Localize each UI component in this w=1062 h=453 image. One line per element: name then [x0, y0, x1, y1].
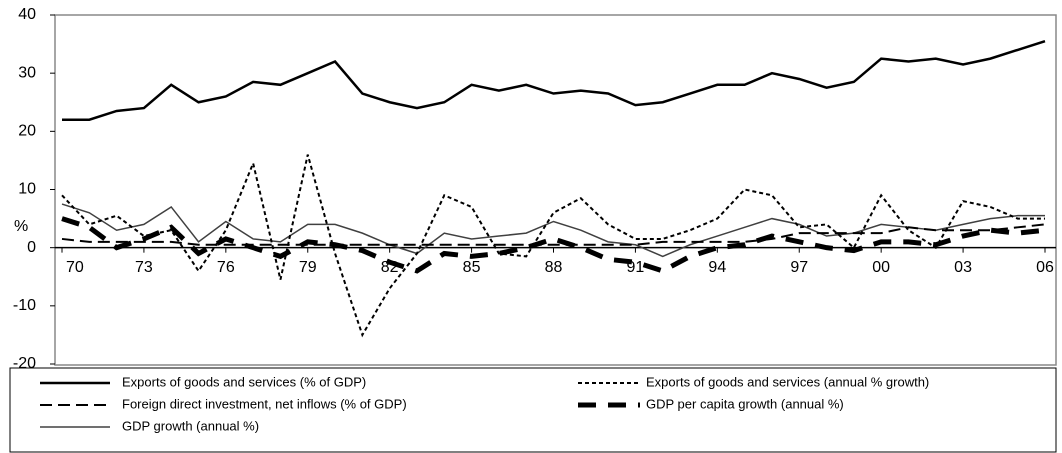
legend-label: Exports of goods and services (annual % … [646, 374, 929, 389]
y-tick-label: 30 [18, 64, 36, 81]
x-tick-label: 73 [135, 259, 153, 276]
y-tick-label: -10 [13, 297, 36, 314]
x-tick-label: 88 [545, 259, 563, 276]
x-tick-label: 70 [66, 259, 84, 276]
series-line [62, 39, 1046, 121]
legend-label: GDP per capita growth (annual %) [646, 396, 844, 411]
series-line [61, 154, 1045, 338]
legend-label: Exports of goods and services (% of GDP) [122, 374, 366, 389]
x-tick-label: 03 [954, 259, 972, 276]
x-tick-label: 00 [872, 259, 890, 276]
x-tick-label: 85 [463, 259, 481, 276]
series-line [61, 203, 1045, 258]
series-line [61, 216, 1046, 274]
y-axis-label: % [14, 218, 28, 235]
series-line [61, 223, 1046, 246]
plot-frame [54, 14, 1057, 366]
legend-frame [9, 367, 1057, 453]
legend-label: GDP growth (annual %) [122, 418, 259, 433]
x-tick-label: 94 [708, 259, 726, 276]
y-tick-label: 40 [18, 6, 36, 23]
y-tick-label: 10 [18, 181, 36, 198]
legend-label: Foreign direct investment, net inflows (… [122, 396, 407, 411]
x-tick-label: 76 [217, 259, 235, 276]
y-tick-label: 20 [18, 123, 36, 140]
y-tick-label: -20 [13, 355, 36, 372]
x-tick-label: 97 [790, 259, 808, 276]
y-tick-label: 0 [27, 239, 36, 256]
x-tick-label: 06 [1036, 259, 1054, 276]
x-tick-label: 79 [299, 259, 317, 276]
